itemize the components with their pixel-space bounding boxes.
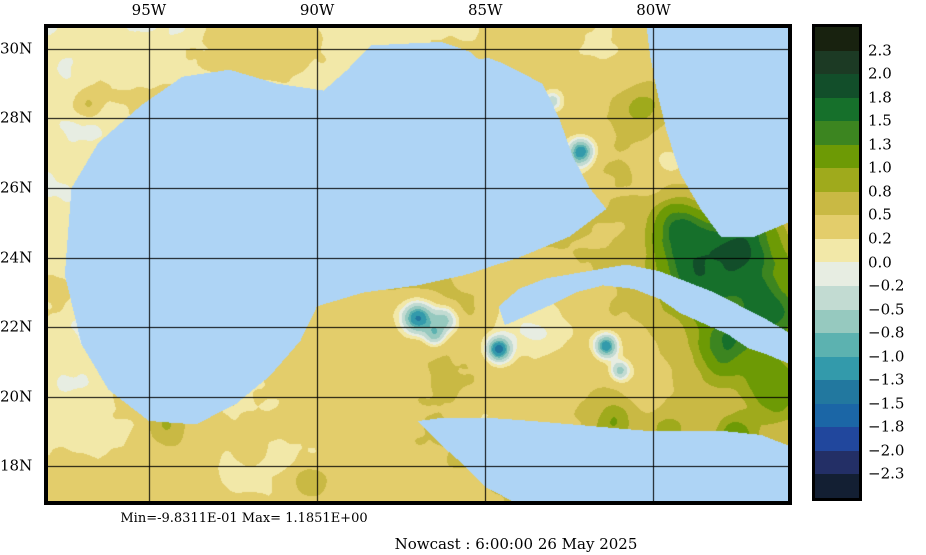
lat-tick-18n: 18N xyxy=(0,456,33,475)
colorbar-tick-14: −1.3 xyxy=(868,370,905,389)
colorbar-band-0 xyxy=(815,27,859,51)
lat-tick-30n: 30N xyxy=(0,39,33,58)
colorbar-tick-10: −0.2 xyxy=(868,276,905,295)
colorbar-tick-15: −1.5 xyxy=(868,394,905,413)
colorbar-band-4 xyxy=(815,121,859,145)
lon-tick-80w: 80W xyxy=(636,1,671,19)
colorbar-tick-4: 1.3 xyxy=(868,135,892,154)
colorbar-tick-17: −2.0 xyxy=(868,441,905,460)
colorbar-tick-12: −0.8 xyxy=(868,323,905,342)
lat-tick-22n: 22N xyxy=(0,317,33,336)
lon-tick-85w: 85W xyxy=(468,1,503,19)
colorbar-band-16 xyxy=(815,403,859,428)
lat-tick-20n: 20N xyxy=(0,387,33,406)
colorbar-tick-5: 1.0 xyxy=(868,158,892,177)
colorbar-band-12 xyxy=(815,309,859,334)
colorbar-tick-1: 2.0 xyxy=(868,64,892,83)
colorbar-band-17 xyxy=(815,427,859,451)
colorbar-tick-2: 1.8 xyxy=(868,88,892,107)
colorbar-band-2 xyxy=(815,74,859,98)
lat-tick-26n: 26N xyxy=(0,178,33,197)
colorbar-band-15 xyxy=(815,380,859,404)
colorbar-band-8 xyxy=(815,215,859,239)
colorbar-tick-8: 0.2 xyxy=(868,229,892,248)
map-plot-area[interactable] xyxy=(44,24,792,505)
colorbar-band-19 xyxy=(815,474,859,498)
colorbar-tick-16: −1.8 xyxy=(868,417,905,436)
colorbar-tick-9: 0.0 xyxy=(868,253,892,271)
colorbar-tick-6: 0.8 xyxy=(868,182,892,201)
colorbar-band-18 xyxy=(815,450,859,475)
colorbar-tick-labels: 2.3 2.0 1.8 1.5 1.3 1.0 0.8 0.5 0.2 0.0 −0.2 −0.5 −0… xyxy=(868,24,926,501)
colorbar-tick-18: −2.3 xyxy=(868,464,905,483)
colorbar xyxy=(812,24,862,501)
colorbar-band-6 xyxy=(815,168,859,192)
colorbar-tick-11: −0.5 xyxy=(868,300,905,319)
colorbar-band-1 xyxy=(815,50,859,75)
colorbar-band-9 xyxy=(815,238,859,263)
contour-field-canvas xyxy=(48,28,788,501)
lat-tick-28n: 28N xyxy=(0,108,33,127)
colorbar-tick-3: 1.5 xyxy=(868,111,892,130)
colorbar-band-5 xyxy=(815,144,859,169)
min-max-readout: Min=-9.8311E-01 Max= 1.1851E+00 xyxy=(120,511,368,526)
colorbar-tick-7: 0.5 xyxy=(868,205,892,224)
colorbar-band-10 xyxy=(815,262,859,287)
lat-tick-24n: 24N xyxy=(0,248,33,267)
colorbar-tick-13: −1.0 xyxy=(868,347,905,366)
colorbar-band-7 xyxy=(815,191,859,216)
lon-tick-95w: 95W xyxy=(131,1,167,19)
colorbar-tick-0: 2.3 xyxy=(868,41,892,60)
nowcast-timestamp: Nowcast : 6:00:00 26 May 2025 xyxy=(394,535,638,553)
lon-tick-90w: 90W xyxy=(299,1,335,19)
colorbar-band-11 xyxy=(815,286,859,310)
colorbar-band-13 xyxy=(815,333,859,357)
colorbar-band-14 xyxy=(815,356,859,381)
colorbar-band-3 xyxy=(815,97,859,122)
